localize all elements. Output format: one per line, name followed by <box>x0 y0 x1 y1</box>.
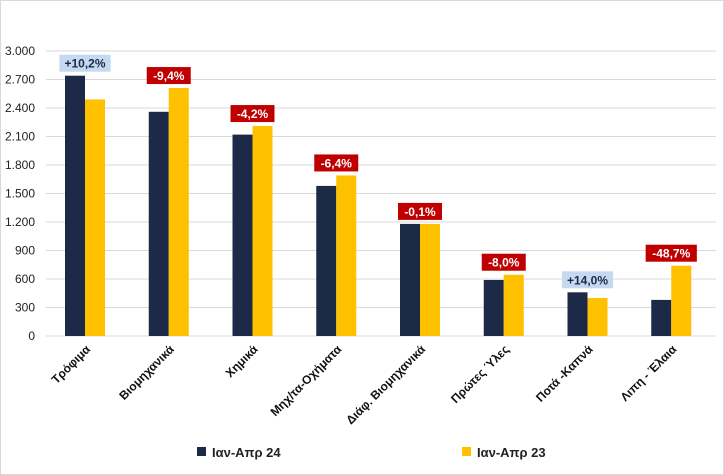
bar-ian-apr-24 <box>232 134 253 336</box>
bar-ian-apr-23 <box>168 88 189 336</box>
bar-ian-apr-24 <box>651 299 672 336</box>
change-label: -8,0% <box>488 256 520 270</box>
bar-ian-apr-24 <box>567 292 588 336</box>
x-category-label: Πρώτες Ύλες <box>448 342 512 406</box>
bar-ian-apr-24 <box>316 185 337 336</box>
change-label: -6,4% <box>321 156 353 170</box>
y-tick-label: 2.400 <box>5 101 35 115</box>
bar-ian-apr-23 <box>671 265 692 336</box>
change-label: -9,4% <box>153 69 185 83</box>
bar-ian-apr-24 <box>148 111 169 336</box>
bar-ian-apr-23 <box>503 274 524 336</box>
x-category-label: Λιπη - Έλαια <box>618 342 680 404</box>
change-badge <box>398 202 442 220</box>
legend-swatch <box>197 447 206 456</box>
bar-ian-apr-23 <box>85 99 105 336</box>
change-label: -48,7% <box>652 247 690 261</box>
change-badge <box>481 253 526 271</box>
bar-ian-apr-23 <box>420 223 440 336</box>
legend-swatch <box>462 447 471 456</box>
y-tick-label: 300 <box>15 301 35 315</box>
change-label: -0,1% <box>404 205 436 219</box>
y-tick-label: 900 <box>15 244 35 258</box>
change-badge <box>645 244 697 262</box>
x-category-label: Χημικά <box>223 342 261 380</box>
x-category-label: Ποτά -Καπνά <box>533 342 596 405</box>
x-category-label: Διάφ. Βιομηχανικά <box>343 342 428 427</box>
change-label: -4,2% <box>237 107 269 121</box>
change-badge <box>561 271 614 289</box>
bar-ian-apr-24 <box>400 223 420 336</box>
y-tick-label: 2.700 <box>5 73 35 87</box>
x-category-label: Τρόφιμα <box>49 342 94 387</box>
legend-label: Ιαν-Απρ 24 <box>212 445 281 460</box>
x-category-label: Μηχ/τα-Οχήματα <box>268 342 345 419</box>
bar-ian-apr-24 <box>65 75 85 336</box>
x-category-label: Βιομηχανικά <box>116 342 177 403</box>
change-badge <box>314 154 359 172</box>
bar-ian-apr-23 <box>587 298 608 336</box>
change-badge <box>230 105 275 123</box>
y-tick-label: 1.800 <box>5 158 35 172</box>
bar-ian-apr-23 <box>252 126 273 336</box>
legend-label: Ιαν-Απρ 23 <box>477 445 546 460</box>
change-label: +14,0% <box>567 273 608 287</box>
y-tick-label: 1.200 <box>5 215 35 229</box>
y-tick-label: 600 <box>15 272 35 286</box>
y-tick-label: 2.100 <box>5 130 35 144</box>
y-tick-label: 0 <box>28 329 35 343</box>
y-tick-label: 3.000 <box>5 44 35 58</box>
y-tick-label: 1.500 <box>5 187 35 201</box>
change-badge <box>146 67 191 85</box>
change-badge <box>59 54 111 72</box>
change-label: +10,2% <box>64 57 105 71</box>
bar-ian-apr-23 <box>336 175 357 336</box>
bar-ian-apr-24 <box>483 279 504 336</box>
